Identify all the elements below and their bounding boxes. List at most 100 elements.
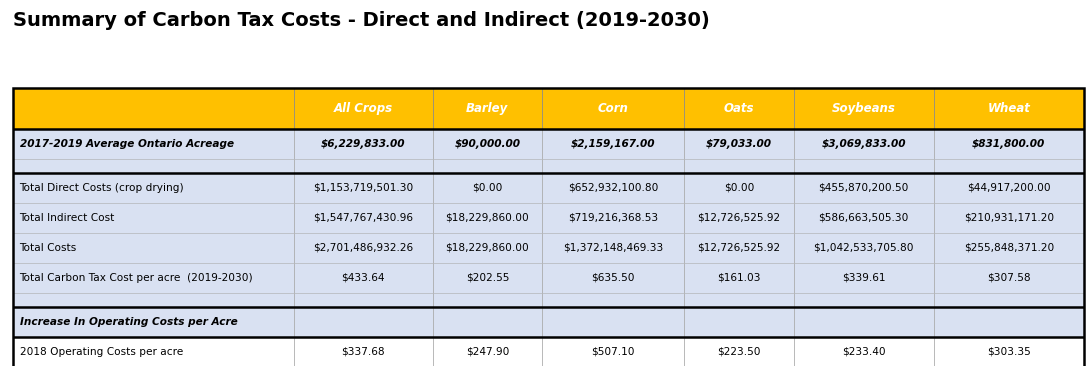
- Bar: [685, 293, 794, 307]
- Bar: [13, 233, 293, 263]
- Bar: [542, 307, 685, 337]
- Text: $1,042,533,705.80: $1,042,533,705.80: [813, 243, 914, 253]
- Text: Corn: Corn: [598, 102, 628, 115]
- Bar: [794, 263, 934, 293]
- Text: $1,547,767,430.96: $1,547,767,430.96: [313, 213, 413, 223]
- Bar: [293, 129, 433, 159]
- Bar: [293, 293, 433, 307]
- Bar: [685, 159, 794, 173]
- Bar: [293, 337, 433, 366]
- Bar: [433, 173, 542, 203]
- Bar: [433, 203, 542, 233]
- Bar: [934, 233, 1084, 263]
- Bar: [685, 129, 794, 159]
- Bar: [542, 203, 685, 233]
- Bar: [542, 337, 685, 366]
- Text: $1,153,719,501.30: $1,153,719,501.30: [313, 183, 413, 193]
- Text: Summary of Carbon Tax Costs - Direct and Indirect (2019-2030): Summary of Carbon Tax Costs - Direct and…: [13, 11, 710, 30]
- Bar: [13, 203, 293, 233]
- Text: Total Indirect Cost: Total Indirect Cost: [20, 213, 115, 223]
- Bar: [794, 337, 934, 366]
- Bar: [934, 293, 1084, 307]
- Text: Oats: Oats: [724, 102, 754, 115]
- Text: $202.55: $202.55: [465, 273, 509, 283]
- Bar: [13, 173, 293, 203]
- Text: Total Carbon Tax Cost per acre  (2019-2030): Total Carbon Tax Cost per acre (2019-203…: [20, 273, 253, 283]
- Text: $18,229,860.00: $18,229,860.00: [446, 213, 529, 223]
- Bar: [685, 233, 794, 263]
- Bar: [794, 307, 934, 337]
- Text: 2017-2019 Average Ontario Acreage: 2017-2019 Average Ontario Acreage: [20, 139, 234, 149]
- Bar: [13, 159, 293, 173]
- Bar: [794, 129, 934, 159]
- Text: Barley: Barley: [466, 102, 509, 115]
- Bar: [934, 203, 1084, 233]
- Text: $247.90: $247.90: [465, 347, 509, 357]
- Bar: [934, 159, 1084, 173]
- Bar: [685, 203, 794, 233]
- Text: $652,932,100.80: $652,932,100.80: [569, 183, 659, 193]
- Bar: [293, 337, 433, 366]
- Bar: [542, 129, 685, 159]
- Text: $2,159,167.00: $2,159,167.00: [571, 139, 655, 149]
- Text: $307.58: $307.58: [987, 273, 1030, 283]
- Bar: [542, 203, 685, 233]
- Bar: [433, 307, 542, 337]
- Text: Total Costs: Total Costs: [20, 243, 77, 253]
- Text: $337.68: $337.68: [341, 347, 385, 357]
- Text: $1,372,148,469.33: $1,372,148,469.33: [563, 243, 663, 253]
- Bar: [542, 173, 685, 203]
- Bar: [293, 159, 433, 173]
- Bar: [293, 203, 433, 233]
- Bar: [542, 263, 685, 293]
- Bar: [542, 233, 685, 263]
- Bar: [293, 173, 433, 203]
- Bar: [13, 173, 293, 203]
- Bar: [934, 203, 1084, 233]
- Text: $303.35: $303.35: [987, 347, 1030, 357]
- Bar: [293, 159, 433, 173]
- Text: $90,000.00: $90,000.00: [454, 139, 521, 149]
- Bar: [433, 203, 542, 233]
- Bar: [794, 203, 934, 233]
- Bar: [13, 129, 293, 159]
- Bar: [685, 173, 794, 203]
- Bar: [934, 307, 1084, 337]
- Bar: [293, 293, 433, 307]
- Bar: [934, 159, 1084, 173]
- Bar: [685, 129, 794, 159]
- Bar: [433, 233, 542, 263]
- Text: 2018 Operating Costs per acre: 2018 Operating Costs per acre: [20, 347, 183, 357]
- Text: $507.10: $507.10: [591, 347, 635, 357]
- Bar: [934, 263, 1084, 293]
- Text: $233.40: $233.40: [842, 347, 886, 357]
- Bar: [433, 129, 542, 159]
- Bar: [794, 173, 934, 203]
- Text: $210,931,171.20: $210,931,171.20: [964, 213, 1054, 223]
- Text: $6,229,833.00: $6,229,833.00: [321, 139, 405, 149]
- Bar: [542, 129, 685, 159]
- Bar: [542, 233, 685, 263]
- Bar: [13, 159, 293, 173]
- Bar: [293, 129, 433, 159]
- Bar: [934, 233, 1084, 263]
- Bar: [433, 337, 542, 366]
- Bar: [433, 159, 542, 173]
- Bar: [433, 159, 542, 173]
- Bar: [293, 173, 433, 203]
- Text: Increase In Operating Costs per Acre: Increase In Operating Costs per Acre: [20, 317, 237, 327]
- Bar: [433, 173, 542, 203]
- Bar: [293, 307, 433, 337]
- Bar: [794, 129, 934, 159]
- Bar: [794, 307, 934, 337]
- Bar: [794, 337, 934, 366]
- Bar: [13, 293, 293, 307]
- Bar: [934, 173, 1084, 203]
- Text: $2,701,486,932.26: $2,701,486,932.26: [313, 243, 413, 253]
- Bar: [13, 293, 293, 307]
- Text: $79,033.00: $79,033.00: [705, 139, 772, 149]
- Bar: [13, 307, 293, 337]
- Bar: [934, 337, 1084, 366]
- Bar: [433, 129, 542, 159]
- Bar: [13, 263, 293, 293]
